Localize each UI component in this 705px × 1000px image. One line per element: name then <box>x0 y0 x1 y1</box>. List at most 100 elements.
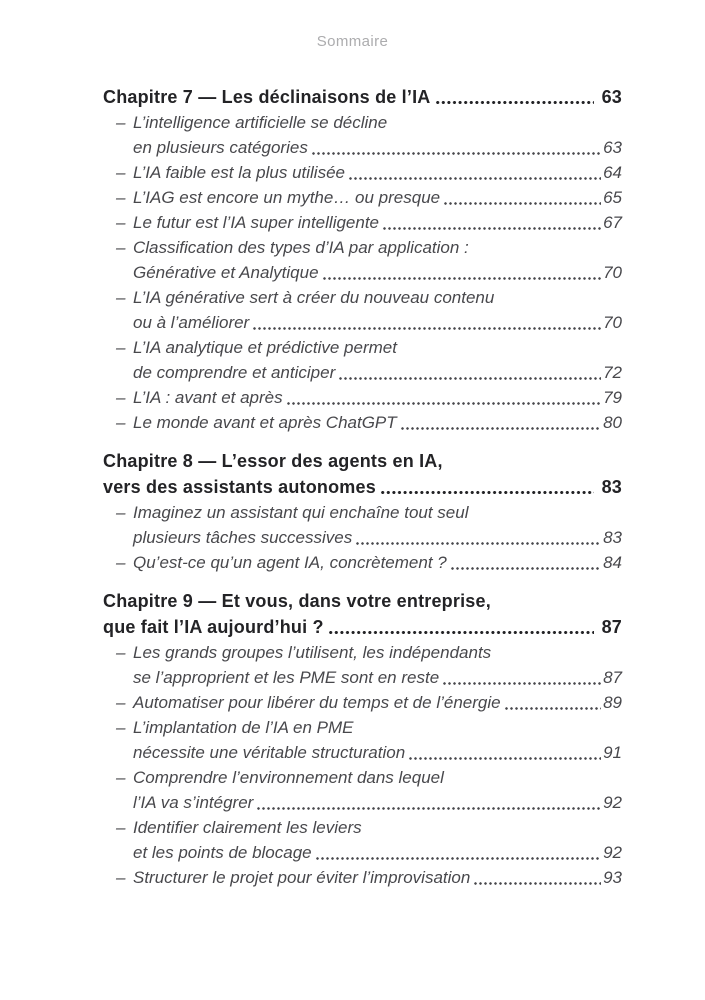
dot-leader <box>376 474 602 500</box>
toc-item-line: se l’approprient et les PME sont en rest… <box>103 665 622 690</box>
item-page-number: 83 <box>603 528 622 547</box>
item-page-number: 92 <box>603 843 622 862</box>
item-page-number: 65 <box>603 188 622 207</box>
item-text: Le futur est l’IA super intelligente <box>133 213 380 232</box>
item-page-number: 70 <box>603 263 622 282</box>
dash-bullet: – <box>116 868 126 887</box>
toc-item: – L’intelligence artificielle se décline e… <box>103 110 622 160</box>
toc-item-line: plusieurs tâches successives 83 <box>103 525 622 550</box>
item-text: L’IA faible est la plus utilisée <box>133 163 345 182</box>
item-page-number: 92 <box>603 793 622 812</box>
dash-bullet: – <box>116 163 126 182</box>
toc-item: – Automatiser pour libérer du temps et de… <box>103 690 622 715</box>
toc-item: – Identifier clairement les leviers et les… <box>103 815 622 865</box>
toc-item: – Les grands groupes l’utilisent, les ind… <box>103 640 622 690</box>
toc-item-line: – Le monde avant et après ChatGPT 80 <box>103 410 622 435</box>
chapter-page-number: 83 <box>601 477 622 497</box>
dash-bullet: – <box>116 213 126 232</box>
item-text: Classification des types d’IA par applic… <box>133 238 469 257</box>
toc-item-line: en plusieurs catégories 63 <box>103 135 622 160</box>
chapter-title-text: vers des assistants autonomes <box>103 477 376 497</box>
page-header: Sommaire <box>316 33 389 50</box>
dash-bullet <box>103 260 133 285</box>
dot-leader <box>405 740 603 765</box>
toc-item: – Qu’est-ce qu’un agent IA, concrètement … <box>103 550 622 575</box>
toc-item-line: – L’IAG est encore un mythe… ou presque 65 <box>103 185 622 210</box>
item-text: Structurer le projet pour éviter l’impro… <box>133 868 471 887</box>
toc-item: – L’IA faible est la plus utilisée 64 <box>103 160 622 185</box>
item-text: L’IA analytique et prédictive permet <box>133 338 397 357</box>
dash-bullet: – <box>116 503 126 522</box>
item-text: Identifier clairement les leviers <box>133 818 362 837</box>
item-text: Qu’est-ce qu’un agent IA, concrètement ? <box>133 553 447 572</box>
dash-bullet: – <box>116 818 126 837</box>
dash-bullet <box>103 740 133 765</box>
chapter-title-line: Chapitre 7 — Les déclinaisons de l’IA 63 <box>103 84 622 110</box>
dash-bullet <box>103 665 133 690</box>
item-text: L’implantation de l’IA en PME <box>133 718 354 737</box>
dash-bullet: – <box>116 338 126 357</box>
item-text: Le monde avant et après ChatGPT <box>133 413 397 432</box>
toc-item: – Imaginez un assistant qui enchaîne tout… <box>103 500 622 550</box>
chapter-page-number: 87 <box>601 617 622 637</box>
toc-item-line: Générative et Analytique 70 <box>103 260 622 285</box>
toc-chapter: Chapitre 9 — Et vous, dans votre entrepr… <box>103 588 622 890</box>
chapter-title-text: Chapitre 7 — Les déclinaisons de l’IA <box>103 87 431 107</box>
dash-bullet <box>103 790 133 815</box>
toc-item: – Le futur est l’IA super intelligente 67 <box>103 210 622 235</box>
toc-chapter: Chapitre 8 — L’essor des agents en IA, ve… <box>103 448 622 575</box>
dash-bullet: – <box>116 553 126 572</box>
toc-item: – L’IAG est encore un mythe… ou presque 65 <box>103 185 622 210</box>
table-of-contents: Chapitre 7 — Les déclinaisons de l’IA 63–… <box>103 84 622 890</box>
toc-item-line: – Qu’est-ce qu’un agent IA, concrètement … <box>103 550 622 575</box>
item-text: L’IA générative sert à créer du nouveau … <box>133 288 495 307</box>
dot-leader <box>253 790 603 815</box>
toc-item-line: – L’IA générative sert à créer du nouveau… <box>103 285 622 310</box>
dash-bullet: – <box>116 188 126 207</box>
item-page-number: 70 <box>603 313 622 332</box>
toc-item-line: – Identifier clairement les leviers <box>103 815 622 840</box>
item-text: et les points de blocage <box>133 843 312 862</box>
toc-item-line: – Structurer le projet pour éviter l’impr… <box>103 865 622 890</box>
item-page-number: 87 <box>603 668 622 687</box>
dot-leader <box>283 385 603 410</box>
item-text: Générative et Analytique <box>133 263 319 282</box>
dot-leader <box>501 690 603 715</box>
item-text: Automatiser pour libérer du temps et de … <box>133 693 501 712</box>
dot-leader <box>447 550 603 575</box>
dot-leader <box>379 210 603 235</box>
dot-leader <box>324 614 602 640</box>
item-text: Les grands groupes l’utilisent, les indé… <box>133 643 492 662</box>
dash-bullet <box>103 135 133 160</box>
toc-item-line: – L’implantation de l’IA en PME <box>103 715 622 740</box>
item-page-number: 84 <box>603 553 622 572</box>
dash-bullet <box>103 525 133 550</box>
item-text: en plusieurs catégories <box>133 138 308 157</box>
toc-chapter: Chapitre 7 — Les déclinaisons de l’IA 63–… <box>103 84 622 435</box>
chapter-title-text: Chapitre 9 — Et vous, dans votre entrepr… <box>103 591 491 611</box>
item-text: L’intelligence artificielle se décline <box>133 113 388 132</box>
dot-leader <box>312 840 603 865</box>
dot-leader <box>335 360 603 385</box>
chapter-title-line: Chapitre 8 — L’essor des agents en IA, <box>103 448 622 474</box>
item-page-number: 72 <box>603 363 622 382</box>
dot-leader <box>440 185 603 210</box>
item-text: l’IA va s’intégrer <box>133 793 254 812</box>
item-text: L’IAG est encore un mythe… ou presque <box>133 188 441 207</box>
dash-bullet <box>103 840 133 865</box>
dash-bullet: – <box>116 768 126 787</box>
toc-item: – Classification des types d’IA par appli… <box>103 235 622 285</box>
item-text: Comprendre l’environnement dans lequel <box>133 768 444 787</box>
chapter-title-line: Chapitre 9 — Et vous, dans votre entrepr… <box>103 588 622 614</box>
dash-bullet: – <box>116 388 126 407</box>
toc-item-line: – L’IA : avant et après 79 <box>103 385 622 410</box>
item-text: L’IA : avant et après <box>133 388 283 407</box>
dot-leader <box>352 525 603 550</box>
toc-item-line: – Imaginez un assistant qui enchaîne tout… <box>103 500 622 525</box>
chapter-title-line: que fait l’IA aujourd’hui ? 87 <box>103 614 622 640</box>
dot-leader <box>249 310 603 335</box>
dash-bullet: – <box>116 693 126 712</box>
item-page-number: 79 <box>603 388 622 407</box>
toc-item-line: de comprendre et anticiper 72 <box>103 360 622 385</box>
